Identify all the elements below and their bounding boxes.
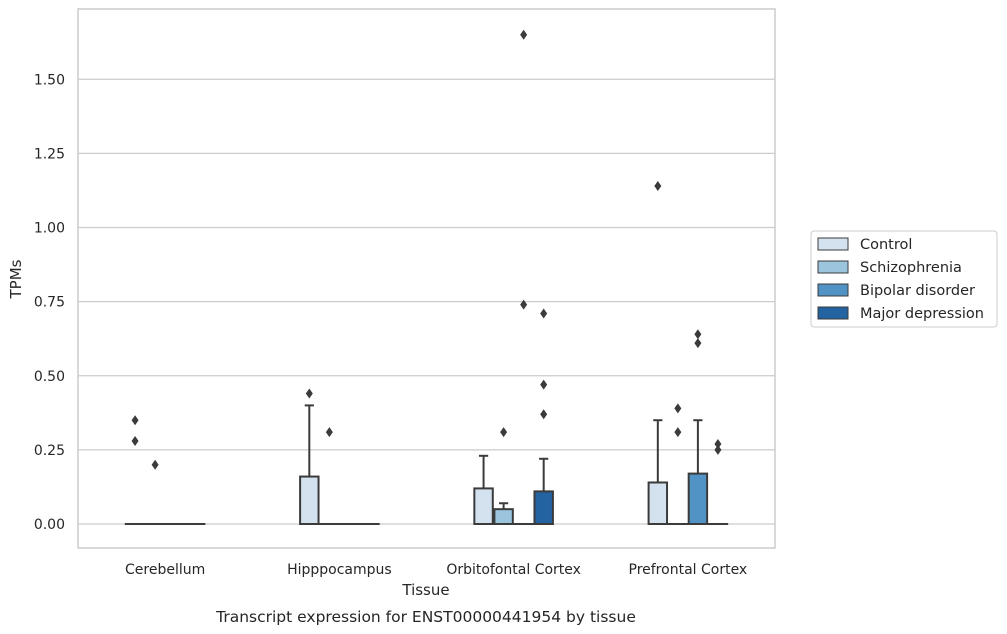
outlier-point bbox=[714, 438, 722, 449]
legend-frame bbox=[810, 230, 998, 328]
legend-swatch bbox=[817, 237, 849, 251]
y-tick-label: 0.00 bbox=[34, 517, 65, 533]
outlier-point bbox=[540, 379, 548, 390]
box-control bbox=[647, 419, 669, 525]
boxes bbox=[124, 404, 729, 526]
box-body bbox=[299, 475, 320, 525]
outliers bbox=[131, 29, 722, 470]
y-axis-label: TPMs bbox=[7, 259, 25, 299]
legend-label: Bipolar disorder bbox=[860, 283, 975, 299]
outlier-point bbox=[305, 388, 313, 399]
x-tick-label: Hipppocampus bbox=[287, 562, 392, 578]
legend-label: Control bbox=[860, 237, 912, 253]
y-tick-label: 0.50 bbox=[34, 369, 65, 385]
outlier-point bbox=[151, 459, 159, 470]
x-tick-label: Cerebellum bbox=[125, 562, 205, 578]
box-major-depression bbox=[533, 457, 554, 526]
y-tick-label: 0.75 bbox=[34, 295, 65, 311]
y-tick-label: 0.25 bbox=[34, 443, 65, 459]
box-body bbox=[647, 481, 669, 525]
outlier-point bbox=[694, 338, 702, 349]
y-tick-label: 1.50 bbox=[34, 72, 65, 88]
box-body bbox=[493, 508, 514, 525]
legend: Control Schizophrenia Bipolar disorder Majo… bbox=[810, 230, 998, 328]
legend-swatch bbox=[817, 283, 849, 297]
outlier-point bbox=[131, 435, 139, 446]
box-body bbox=[473, 487, 494, 526]
x-tick-label: Orbitofontal Cortex bbox=[446, 562, 581, 578]
box-control bbox=[299, 404, 320, 525]
outlier-point bbox=[520, 29, 528, 40]
outlier-point bbox=[694, 329, 702, 340]
legend-label: Major depression bbox=[860, 306, 984, 322]
outlier-point bbox=[325, 427, 333, 438]
outlier-point bbox=[131, 415, 139, 426]
chart-caption: Transcript expression for ENST0000044195… bbox=[215, 608, 636, 626]
outlier-point bbox=[674, 427, 682, 438]
outlier-point bbox=[540, 409, 548, 420]
outlier-point bbox=[674, 403, 682, 414]
outlier-point bbox=[654, 180, 662, 191]
y-axis-ticks: 0.00 0.25 0.50 0.75 1.00 1.25 1.50 bbox=[34, 72, 65, 533]
x-tick-label: Prefrontal Cortex bbox=[629, 562, 748, 578]
gridlines bbox=[78, 78, 775, 525]
box-control bbox=[473, 454, 494, 526]
x-axis-label: Tissue bbox=[401, 581, 449, 599]
outlier-point bbox=[500, 427, 508, 438]
legend-swatch bbox=[817, 260, 849, 274]
box-body bbox=[533, 490, 554, 526]
box-bipolar-disorder bbox=[687, 419, 709, 525]
legend-swatch bbox=[817, 306, 849, 320]
plot-area-frame bbox=[77, 8, 776, 549]
outlier-point bbox=[520, 299, 528, 310]
box-body bbox=[687, 472, 709, 525]
y-tick-label: 1.25 bbox=[34, 146, 65, 162]
x-axis-ticks: Cerebellum Hipppocampus Orbitofontal Corte… bbox=[125, 562, 747, 578]
legend-label: Schizophrenia bbox=[860, 260, 962, 276]
y-tick-label: 1.00 bbox=[34, 221, 65, 237]
box-schizophrenia bbox=[493, 502, 514, 525]
outlier-point bbox=[540, 308, 548, 319]
outlier-point bbox=[714, 444, 722, 455]
